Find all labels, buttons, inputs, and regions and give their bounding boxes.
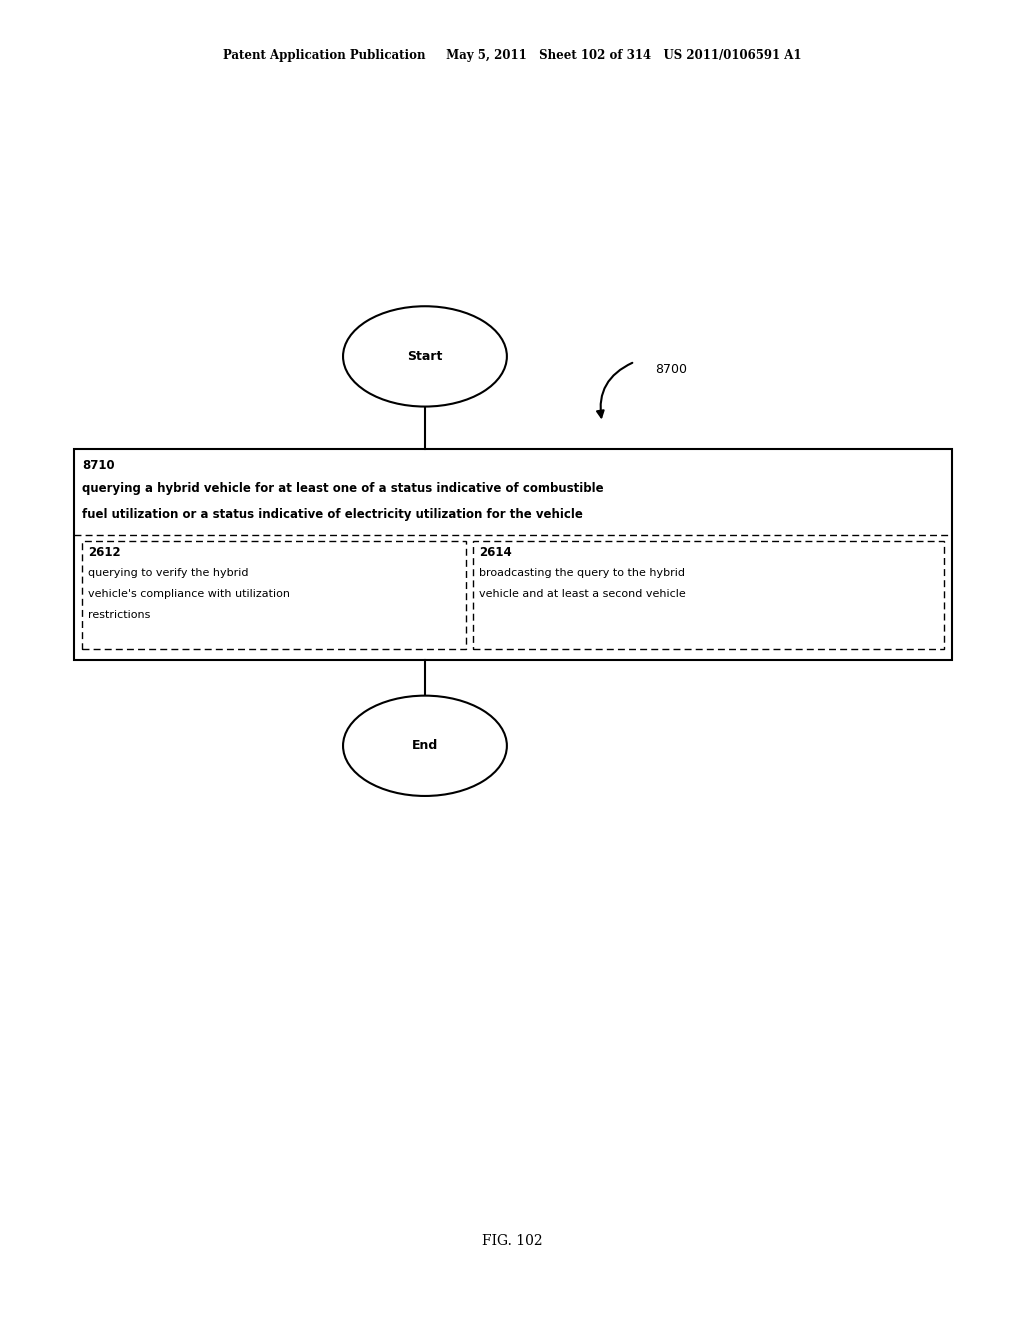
Text: fuel utilization or a status indicative of electricity utilization for the vehic: fuel utilization or a status indicative … [82, 508, 583, 521]
Text: 8710: 8710 [82, 459, 115, 473]
Text: Start: Start [408, 350, 442, 363]
Text: restrictions: restrictions [88, 610, 151, 620]
Text: 2612: 2612 [88, 546, 121, 560]
Text: 2614: 2614 [479, 546, 512, 560]
Text: broadcasting the query to the hybrid: broadcasting the query to the hybrid [479, 568, 685, 578]
Text: querying a hybrid vehicle for at least one of a status indicative of combustible: querying a hybrid vehicle for at least o… [82, 482, 603, 495]
Bar [473, 541, 944, 649]
Ellipse shape [343, 696, 507, 796]
Bar [74, 449, 952, 660]
Text: FIG. 102: FIG. 102 [481, 1234, 543, 1247]
Text: vehicle and at least a second vehicle: vehicle and at least a second vehicle [479, 589, 686, 599]
Text: Patent Application Publication     May 5, 2011   Sheet 102 of 314   US 2011/0106: Patent Application Publication May 5, 20… [223, 49, 801, 62]
Text: End: End [412, 739, 438, 752]
Text: 8700: 8700 [655, 363, 687, 376]
Text: querying to verify the hybrid: querying to verify the hybrid [88, 568, 249, 578]
Bar [82, 541, 466, 649]
Ellipse shape [343, 306, 507, 407]
Text: vehicle's compliance with utilization: vehicle's compliance with utilization [88, 589, 290, 599]
